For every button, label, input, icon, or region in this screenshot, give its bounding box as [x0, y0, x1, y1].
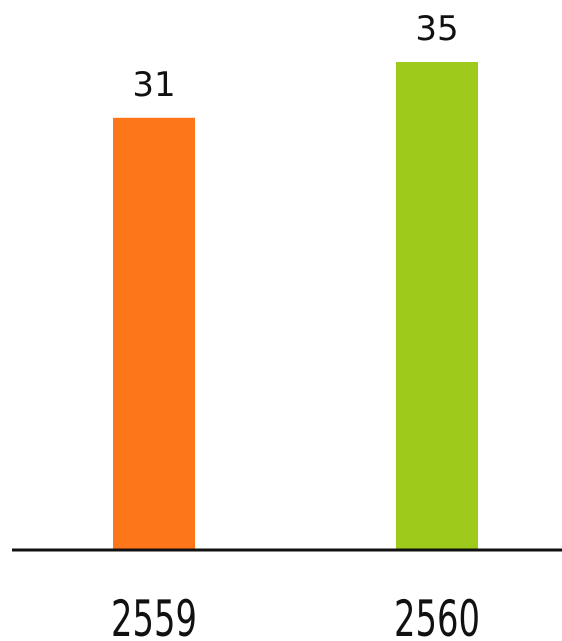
value-label-2560: 35 — [415, 9, 458, 49]
bars-group — [113, 62, 478, 551]
value-label-2559: 31 — [132, 65, 175, 105]
labels-group: 31 2559 35 2560 — [111, 9, 480, 641]
bar-2559 — [113, 117, 195, 551]
bar-2560 — [396, 62, 478, 550]
category-label-2559: 2559 — [111, 590, 197, 641]
category-label-2560: 2560 — [394, 590, 480, 641]
